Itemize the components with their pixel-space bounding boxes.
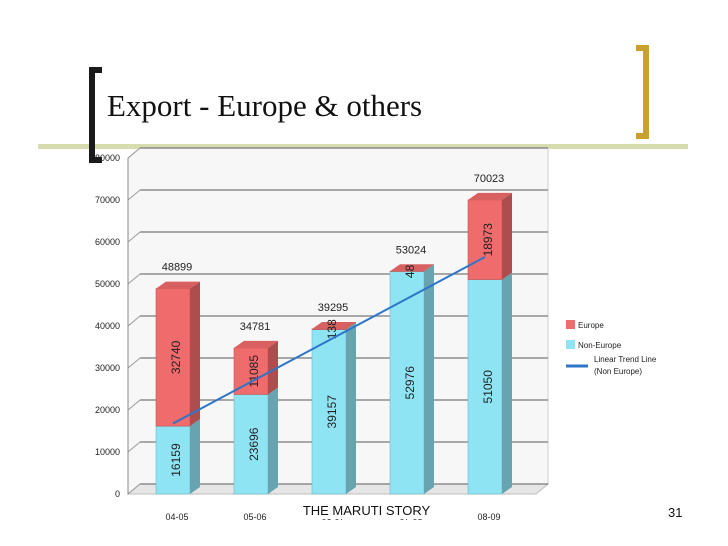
data-label-non-europe: 23696 (247, 427, 261, 461)
legend-label-non-europe: Non-Europe (578, 341, 622, 350)
bar-non-europe-side (502, 272, 512, 494)
data-label-non-europe: 51050 (481, 370, 495, 404)
gridline-depth (127, 189, 141, 201)
slide-title: Export - Europe & others (107, 88, 423, 123)
y-tick-label: 0 (115, 489, 120, 499)
y-tick-label: 30000 (95, 363, 120, 373)
gridline-depth (127, 273, 141, 285)
data-label-non-europe: 52976 (403, 366, 417, 400)
gridline-depth (127, 315, 141, 327)
bar-non-europe (233, 394, 269, 495)
gridline-depth (127, 357, 141, 369)
gridline-depth (127, 483, 141, 495)
legend-swatch-europe (566, 320, 575, 329)
data-label-europe: 138 (325, 319, 339, 339)
bar-europe-side (346, 321, 356, 330)
legend-label-trend: Linear Trend Line (594, 355, 657, 364)
data-label-total: 39295 (318, 302, 349, 314)
y-tick-label: 20000 (95, 405, 120, 415)
right-bracket-icon (636, 45, 649, 139)
page-number: 31 (668, 505, 683, 520)
y-tick-label: 70000 (95, 195, 120, 205)
bar-europe-top (312, 321, 356, 329)
trend-line (172, 256, 486, 425)
data-label-non-europe: 16159 (169, 443, 183, 477)
gridline-depth (127, 399, 141, 411)
bar-non-europe-side (190, 419, 200, 494)
bar-europe (467, 199, 503, 280)
footer-text: THE MARUTI STORY (294, 503, 439, 519)
data-label-total: 48899 (162, 262, 193, 274)
data-label-europe: 32740 (169, 340, 183, 374)
bar-europe-top (156, 281, 200, 289)
bar-europe-side (268, 340, 278, 395)
bar-non-europe-side (424, 264, 434, 494)
x-tick-label: 08-09 (477, 512, 500, 522)
legend-label-europe: Europe (578, 321, 604, 330)
bar-europe-top (390, 264, 434, 272)
bar-non-europe (467, 279, 503, 495)
data-label-total: 34781 (240, 321, 271, 333)
data-label-europe: 18973 (481, 223, 495, 257)
y-tick-label: 40000 (95, 321, 120, 331)
y-tick-label: 50000 (95, 279, 120, 289)
bar-non-europe-side (346, 322, 356, 494)
bar-non-europe-side (268, 387, 278, 494)
legend-swatch-non-europe (566, 340, 575, 349)
bar-europe-top (234, 340, 278, 348)
gridline-depth (127, 147, 141, 159)
y-tick-label: 10000 (95, 447, 120, 457)
bar-europe-side (190, 281, 200, 427)
data-label-total: 70023 (474, 173, 505, 185)
data-label-total: 53024 (396, 244, 427, 256)
bar-europe (233, 347, 269, 395)
gridline-depth (127, 231, 141, 243)
x-tick-label: 05-06 (243, 512, 266, 522)
bar-non-europe (311, 329, 347, 495)
y-tick-label: 80000 (95, 153, 120, 163)
accent-bar (38, 144, 688, 149)
legend-label-trend-sub: (Non Europe) (594, 367, 642, 376)
x-tick-label: 04-05 (165, 512, 188, 522)
left-bracket-icon (89, 67, 102, 163)
y-tick-label: 60000 (95, 237, 120, 247)
gridline-depth (127, 441, 141, 453)
bar-europe-top (468, 192, 512, 200)
bar-europe-side (424, 264, 434, 272)
bar-europe-side (502, 192, 512, 280)
data-label-europe: 48 (403, 264, 417, 278)
data-label-non-europe: 39157 (325, 395, 339, 429)
